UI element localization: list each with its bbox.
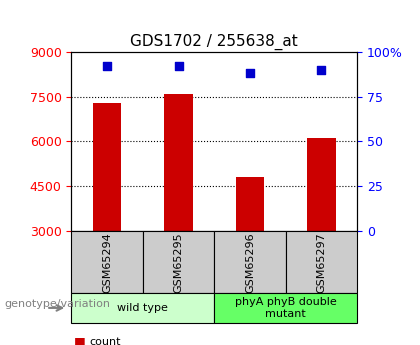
Text: GSM65297: GSM65297 (316, 232, 326, 293)
Title: GDS1702 / 255638_at: GDS1702 / 255638_at (130, 34, 298, 50)
Point (247, 70, 253, 76)
Bar (307, 138, 336, 231)
Point (175, 63, 182, 69)
Text: GSM65296: GSM65296 (245, 232, 255, 293)
Bar (236, 177, 264, 231)
Bar (93, 102, 121, 231)
Text: GSM65295: GSM65295 (173, 232, 184, 293)
Point (104, 63, 110, 69)
Text: GSM65294: GSM65294 (102, 232, 112, 293)
Bar (164, 93, 193, 231)
Point (318, 67, 325, 72)
Text: wild type: wild type (117, 303, 168, 313)
Text: phyA phyB double
mutant: phyA phyB double mutant (235, 297, 336, 319)
Text: ■: ■ (74, 335, 85, 345)
Text: count: count (89, 337, 121, 345)
Text: genotype/variation: genotype/variation (4, 299, 110, 309)
